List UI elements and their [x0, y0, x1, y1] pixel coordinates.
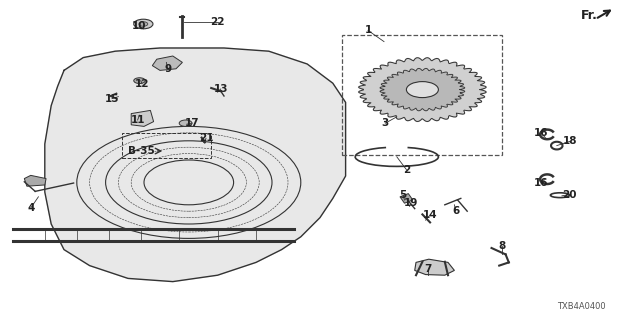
Text: 18: 18: [563, 136, 577, 147]
Polygon shape: [152, 56, 182, 70]
Circle shape: [179, 120, 192, 126]
Circle shape: [134, 78, 145, 84]
Text: 21: 21: [199, 133, 213, 143]
Text: 17: 17: [185, 118, 199, 128]
Text: 13: 13: [214, 84, 228, 94]
Text: 6: 6: [452, 205, 460, 216]
Text: 2: 2: [403, 164, 410, 175]
Polygon shape: [380, 68, 465, 111]
Polygon shape: [24, 175, 46, 186]
Text: 4: 4: [27, 203, 35, 213]
Text: 9: 9: [164, 64, 172, 74]
Text: TXB4A0400: TXB4A0400: [557, 302, 605, 311]
Text: 1: 1: [364, 25, 372, 36]
Circle shape: [406, 82, 438, 98]
Polygon shape: [415, 259, 454, 275]
Polygon shape: [358, 58, 486, 122]
Text: 3: 3: [381, 118, 389, 128]
Circle shape: [139, 22, 148, 26]
Text: 20: 20: [563, 189, 577, 200]
Text: 14: 14: [423, 210, 437, 220]
Text: 8: 8: [499, 241, 506, 252]
Text: 5: 5: [399, 190, 407, 200]
Text: 15: 15: [105, 93, 119, 104]
Polygon shape: [400, 194, 413, 203]
Text: 19: 19: [404, 198, 418, 208]
Text: 12: 12: [135, 79, 149, 89]
Polygon shape: [45, 48, 346, 282]
Text: 10: 10: [132, 21, 147, 31]
Text: 16: 16: [534, 128, 548, 138]
Text: 7: 7: [424, 264, 431, 274]
Circle shape: [134, 19, 153, 29]
Text: 16: 16: [534, 178, 548, 188]
Text: 11: 11: [131, 115, 145, 125]
Text: B-35: B-35: [128, 146, 155, 156]
Polygon shape: [131, 110, 154, 126]
Text: 22: 22: [211, 17, 225, 27]
Text: Fr.: Fr.: [581, 9, 598, 22]
